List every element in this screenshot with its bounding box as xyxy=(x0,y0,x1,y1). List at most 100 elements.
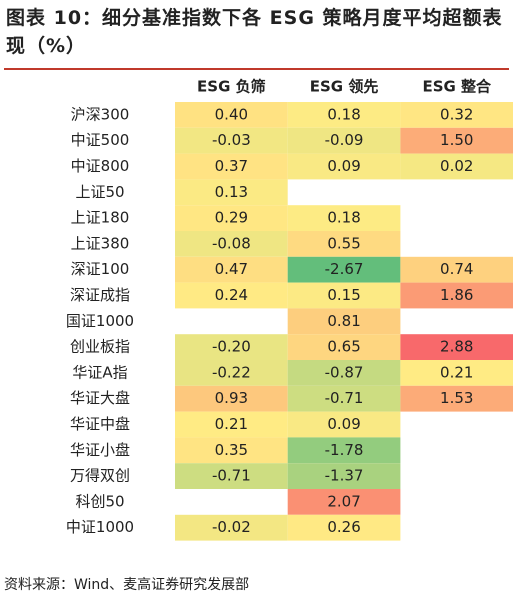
heat-cell xyxy=(175,179,288,206)
heat-cell xyxy=(287,256,401,283)
row-label: 华证A指 xyxy=(72,363,127,381)
heat-cell xyxy=(287,385,401,412)
heat-cell xyxy=(175,360,288,386)
cell-label: 0.40 xyxy=(215,105,248,123)
row-label: 华证大盘 xyxy=(70,389,130,407)
title-rule xyxy=(4,68,509,70)
cell-label: -1.78 xyxy=(325,441,364,459)
cell-label: -0.03 xyxy=(212,131,251,149)
heat-cell xyxy=(287,334,401,360)
heat-cell xyxy=(175,514,288,541)
cell-label: -2.67 xyxy=(325,260,364,278)
cell-label: 0.47 xyxy=(215,260,248,278)
cell-label: -0.02 xyxy=(212,518,251,536)
cell-label: 0.26 xyxy=(327,518,360,536)
heat-cell xyxy=(175,127,288,154)
heat-cell xyxy=(287,282,401,309)
cell-label: 0.81 xyxy=(327,312,360,330)
cell-label: 0.74 xyxy=(440,260,473,278)
heat-cell xyxy=(287,127,401,154)
cell-label: -0.71 xyxy=(325,389,364,407)
cell-label: 0.32 xyxy=(440,105,473,123)
heat-cell xyxy=(287,489,401,515)
column-header: ESG 领先 xyxy=(310,78,379,96)
cell-label: 0.21 xyxy=(440,363,473,381)
row-label: 科创50 xyxy=(75,492,124,510)
heat-cell xyxy=(175,385,288,412)
cell-label: 1.50 xyxy=(440,131,473,149)
row-label: 万得双创 xyxy=(70,467,130,485)
heat-cell xyxy=(175,256,288,283)
cell-label: 0.37 xyxy=(215,157,248,175)
cell-label: -0.09 xyxy=(325,131,364,149)
cell-label: 2.07 xyxy=(327,492,360,510)
heat-cell xyxy=(287,153,401,180)
row-label: 上证50 xyxy=(75,183,124,201)
column-header: ESG 负筛 xyxy=(197,78,266,96)
heat-cell xyxy=(287,514,401,541)
heat-cell xyxy=(287,231,401,257)
heat-cell xyxy=(175,102,288,128)
heat-cell xyxy=(175,231,288,257)
heat-cell xyxy=(175,463,288,489)
cell-label: 0.93 xyxy=(215,389,248,407)
cell-label: 0.35 xyxy=(215,441,248,459)
heat-cell xyxy=(400,127,513,154)
heat-cell xyxy=(400,282,513,309)
row-label: 中证800 xyxy=(71,157,130,175)
cell-label: -0.08 xyxy=(212,234,251,252)
cell-label: 1.86 xyxy=(440,286,473,304)
heat-cell xyxy=(400,256,513,283)
cell-label: 0.18 xyxy=(327,105,360,123)
heat-cell xyxy=(400,360,513,386)
cell-label: 0.09 xyxy=(327,157,360,175)
column-header: ESG 整合 xyxy=(422,78,492,96)
heat-cell xyxy=(400,385,513,412)
heat-cell xyxy=(175,411,288,438)
heat-cell xyxy=(287,205,401,231)
cell-label: 2.88 xyxy=(440,338,473,356)
cell-label: 0.02 xyxy=(440,157,473,175)
heat-cell xyxy=(287,360,401,386)
heat-cell xyxy=(175,437,288,464)
cell-label: 0.29 xyxy=(215,209,248,227)
cell-label: 0.21 xyxy=(215,415,248,433)
row-label: 国证1000 xyxy=(66,312,134,330)
source: 资料来源：Wind、麦高证券研究发展部 xyxy=(4,577,250,593)
heat-cell xyxy=(287,411,401,438)
heat-cell xyxy=(175,205,288,231)
cell-label: 0.13 xyxy=(215,183,248,201)
heat-cell xyxy=(400,102,513,128)
row-label: 深证100 xyxy=(71,260,130,278)
row-label: 中证1000 xyxy=(66,518,134,536)
cell-label: 0.09 xyxy=(327,415,360,433)
row-label: 中证500 xyxy=(71,131,130,149)
row-label: 上证180 xyxy=(71,209,130,227)
cell-label: -0.22 xyxy=(212,363,251,381)
title: 图表 10：细分基准指数下各 ESG 策略月度平均超额表现（%） xyxy=(6,7,503,57)
heat-cell xyxy=(287,463,401,489)
heat-cell xyxy=(175,153,288,180)
cell-label: -0.20 xyxy=(212,338,251,356)
heat-cell xyxy=(287,308,401,335)
cell-label: 1.53 xyxy=(440,389,473,407)
cell-label: 0.15 xyxy=(327,286,360,304)
heat-cell xyxy=(175,282,288,309)
row-label: 华证中盘 xyxy=(70,415,130,433)
heat-cell xyxy=(287,437,401,464)
heat-cell xyxy=(400,334,513,360)
heat-cell xyxy=(175,334,288,360)
row-label: 深证成指 xyxy=(70,286,130,304)
row-label: 沪深300 xyxy=(71,105,130,123)
heat-cell xyxy=(400,153,513,180)
cell-label: 0.55 xyxy=(327,234,360,252)
heat-cell xyxy=(287,102,401,128)
row-label: 华证小盘 xyxy=(70,441,130,459)
row-label: 上证380 xyxy=(71,234,130,252)
cell-label: -1.37 xyxy=(325,467,364,485)
cell-label: 0.65 xyxy=(327,338,360,356)
row-label: 创业板指 xyxy=(70,338,130,356)
cell-label: -0.87 xyxy=(325,363,364,381)
